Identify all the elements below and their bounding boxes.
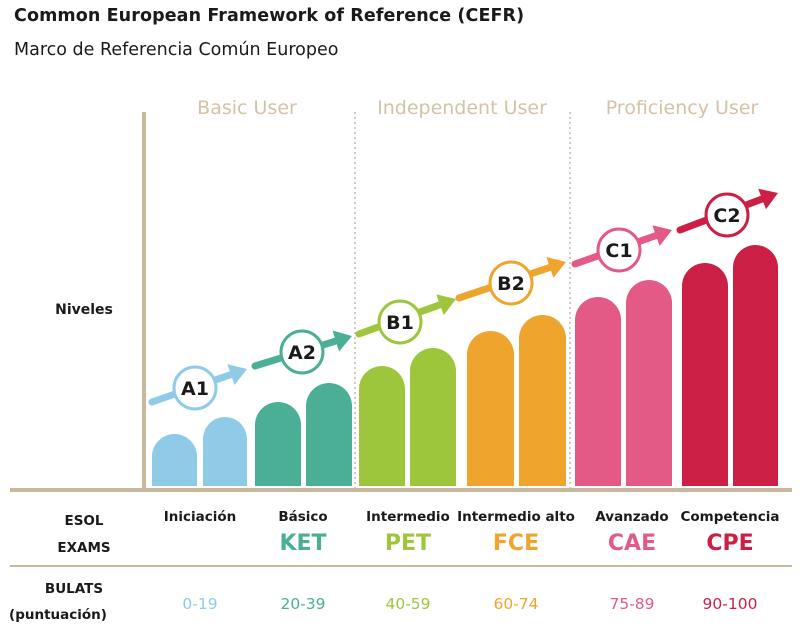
- level-name-c1: Avanzado: [595, 509, 668, 525]
- level-b1: B1 Intermedio PET 40-59: [355, 294, 456, 613]
- level-bar-a2-2: [306, 383, 352, 486]
- level-bar-a1-1: [152, 434, 197, 486]
- level-name-c2: Competencia: [680, 509, 779, 525]
- level-badge-b2: [488, 260, 534, 306]
- level-code-c2: C2: [713, 205, 740, 227]
- level-c2: C2 Competencia CPE 90-100: [676, 188, 780, 613]
- bulats-score-a2: 20-39: [280, 595, 325, 613]
- level-bar-b1-1: [359, 366, 405, 486]
- level-badge-c1: [596, 227, 642, 273]
- exams-label: EXAMS: [57, 540, 110, 556]
- level-bar-c2-2: [733, 245, 778, 486]
- level-arrow-head-b1: [436, 294, 456, 316]
- page-subtitle: Marco de Referencia Común Europeo: [14, 40, 339, 60]
- level-name-b1: Intermedio: [366, 509, 450, 525]
- level-bar-b2-1: [467, 331, 514, 486]
- level-bar-c1-2: [626, 280, 672, 486]
- level-bar-b2-2: [519, 315, 566, 486]
- level-arrow-head-b2: [546, 256, 566, 278]
- bulats-score-b1: 40-59: [385, 595, 430, 613]
- level-a1: A1 Iniciación 0-19: [148, 364, 247, 613]
- level-c1: C1 Avanzado CAE 75-89: [571, 225, 672, 613]
- bulats-score-c2: 90-100: [703, 595, 758, 613]
- level-bar-c2-1: [682, 263, 728, 486]
- level-arrow-head-a1: [227, 364, 247, 385]
- level-code-b1: B1: [386, 312, 414, 334]
- exam-cpe: CPE: [706, 531, 753, 556]
- level-arrow-head-a2: [332, 330, 352, 352]
- level-badge-a2: [279, 329, 325, 375]
- bulats-label: BULATS: [45, 581, 103, 597]
- level-badge-a1: [172, 365, 218, 411]
- levels-row-label: Niveles: [55, 302, 113, 318]
- bulats-row-separator: [10, 565, 792, 567]
- level-code-c1: C1: [605, 240, 632, 262]
- level-name-b2: Intermedio alto: [457, 509, 575, 525]
- level-code-a2: A2: [288, 342, 316, 364]
- bulats-score-c1: 75-89: [609, 595, 654, 613]
- level-code-b2: B2: [497, 273, 525, 295]
- level-arrow-head-c2: [758, 188, 778, 210]
- page-title: Common European Framework of Reference (…: [14, 6, 525, 26]
- group-header-proficiency: Proficiency User: [606, 97, 759, 119]
- puntuacion-label: (puntuación): [9, 607, 107, 623]
- esol-label: ESOL: [64, 513, 103, 529]
- level-badge-b1: [377, 299, 423, 345]
- group-header-independent: Independent User: [377, 97, 547, 119]
- level-bar-a1-2: [203, 417, 247, 486]
- level-bar-c1-1: [575, 297, 621, 486]
- exam-ket: KET: [279, 531, 326, 556]
- level-name-a1: Iniciación: [164, 509, 237, 525]
- level-name-a2: Básico: [278, 509, 327, 525]
- exam-cae: CAE: [608, 531, 656, 556]
- exam-pet: PET: [385, 531, 431, 556]
- bulats-score-a1: 0-19: [182, 595, 217, 613]
- level-code-a1: A1: [181, 378, 209, 400]
- group-header-basic: Basic User: [197, 97, 297, 119]
- level-bar-a2-1: [255, 402, 301, 486]
- level-badge-c2: [704, 192, 750, 238]
- level-b2: B2 Intermedio alto FCE 60-74: [455, 256, 575, 613]
- level-bar-b1-2: [410, 348, 456, 486]
- level-arrow-head-c1: [652, 225, 672, 247]
- bulats-score-b2: 60-74: [493, 595, 538, 613]
- horizontal-axis: [10, 488, 792, 492]
- vertical-axis: [142, 112, 146, 488]
- exam-fce: FCE: [493, 531, 539, 556]
- level-a2: A2 Básico KET 20-39: [251, 329, 352, 613]
